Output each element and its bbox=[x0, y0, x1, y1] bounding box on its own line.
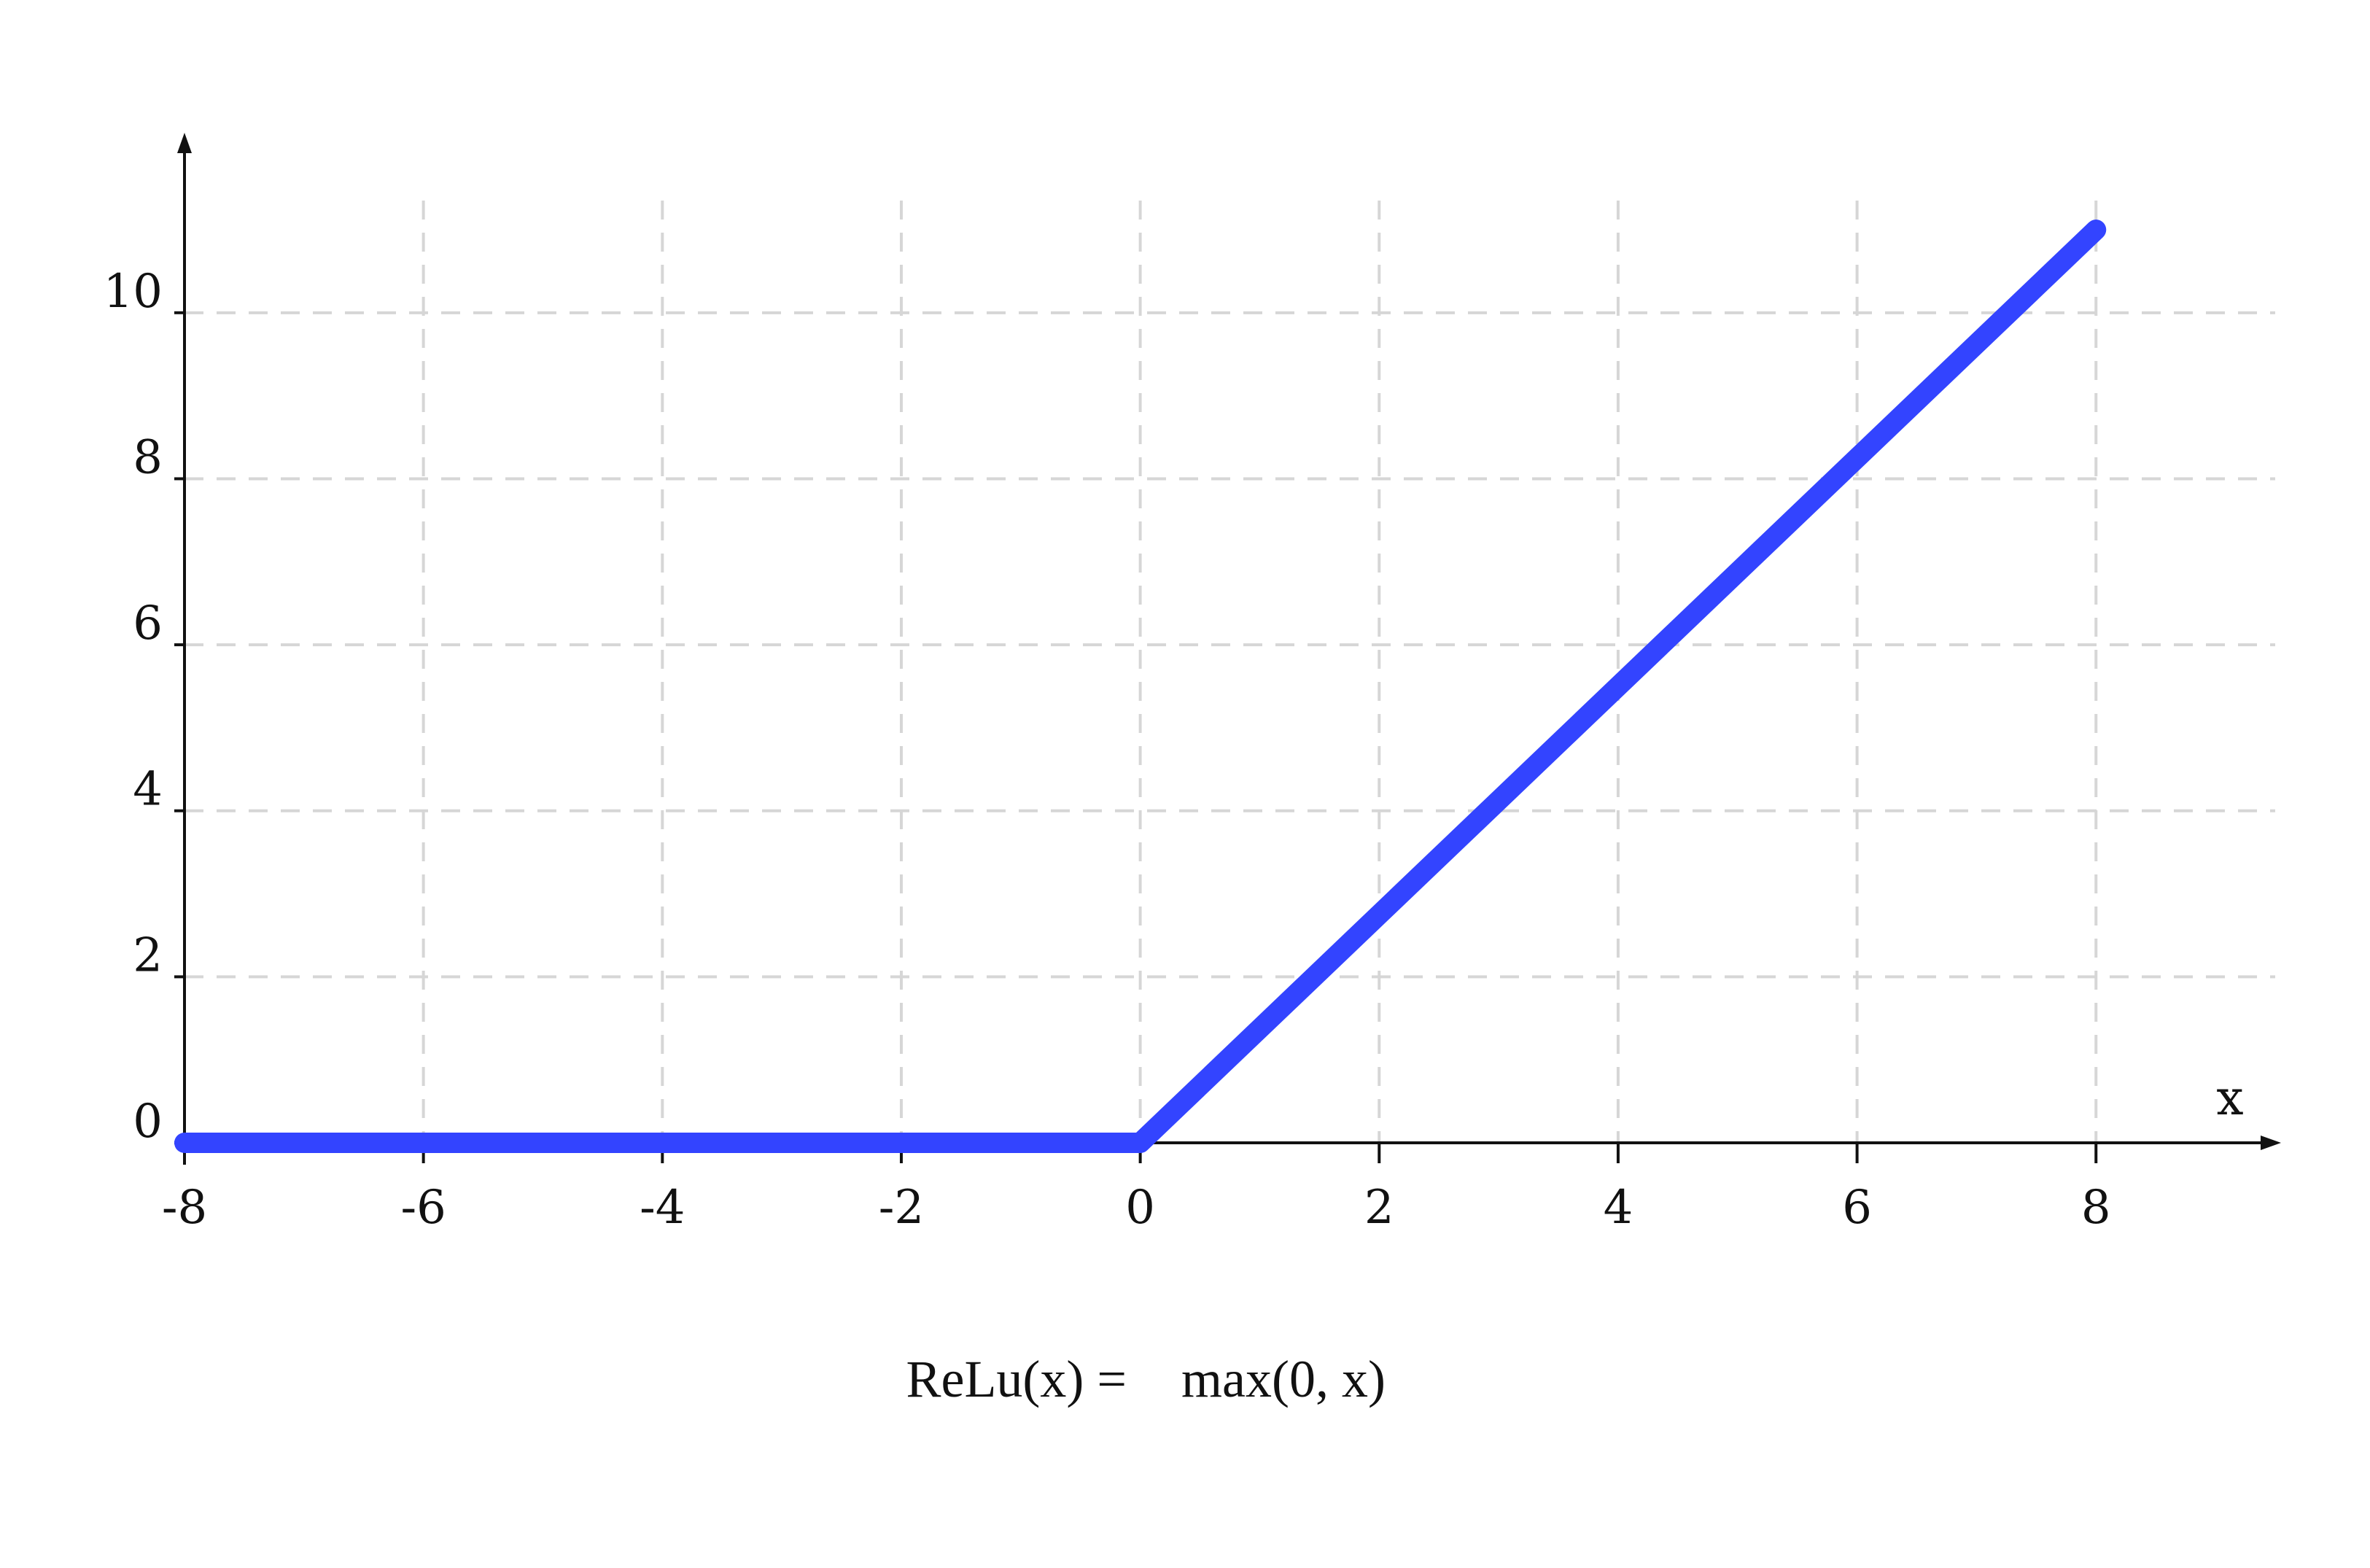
x-tick-label-5: 2 bbox=[1364, 1181, 1394, 1235]
y-tick-label-4: 8 bbox=[133, 430, 163, 484]
x-axis-arrowhead bbox=[2261, 1136, 2281, 1150]
relu-series-line-0 bbox=[174, 220, 2107, 1153]
x-tick-label-8: 8 bbox=[2081, 1181, 2111, 1235]
y-tick-label-2: 4 bbox=[133, 763, 163, 817]
y-tick-label-1: 2 bbox=[133, 928, 163, 982]
series-group bbox=[174, 220, 2107, 1153]
y-tick-label-5: 10 bbox=[104, 265, 163, 319]
tick-labels: -8 -6 -4 -2 0 2 4 6 8 0 2 4 6 8 10 bbox=[104, 265, 2111, 1235]
grid bbox=[184, 201, 2275, 1143]
formula-lhs: ReLu(x) = bbox=[906, 1350, 1127, 1408]
x-tick-label-4: 0 bbox=[1125, 1181, 1155, 1235]
y-tick-label-0: 0 bbox=[133, 1095, 163, 1149]
x-tick-label-3: -2 bbox=[879, 1181, 924, 1235]
y-tick-label-3: 6 bbox=[133, 597, 163, 651]
axes bbox=[177, 133, 2281, 1165]
x-tick-label-7: 6 bbox=[1842, 1181, 1872, 1235]
x-tick-label-6: 4 bbox=[1604, 1181, 1633, 1235]
y-axis-arrowhead bbox=[177, 133, 192, 153]
x-tick-label-1: -6 bbox=[400, 1181, 446, 1235]
formula-rhs: max(0, x) bbox=[1181, 1350, 1386, 1408]
x-axis-label: x bbox=[2216, 1070, 2243, 1126]
x-tick-label-0: -8 bbox=[162, 1181, 207, 1235]
x-tick-label-2: -4 bbox=[640, 1181, 685, 1235]
